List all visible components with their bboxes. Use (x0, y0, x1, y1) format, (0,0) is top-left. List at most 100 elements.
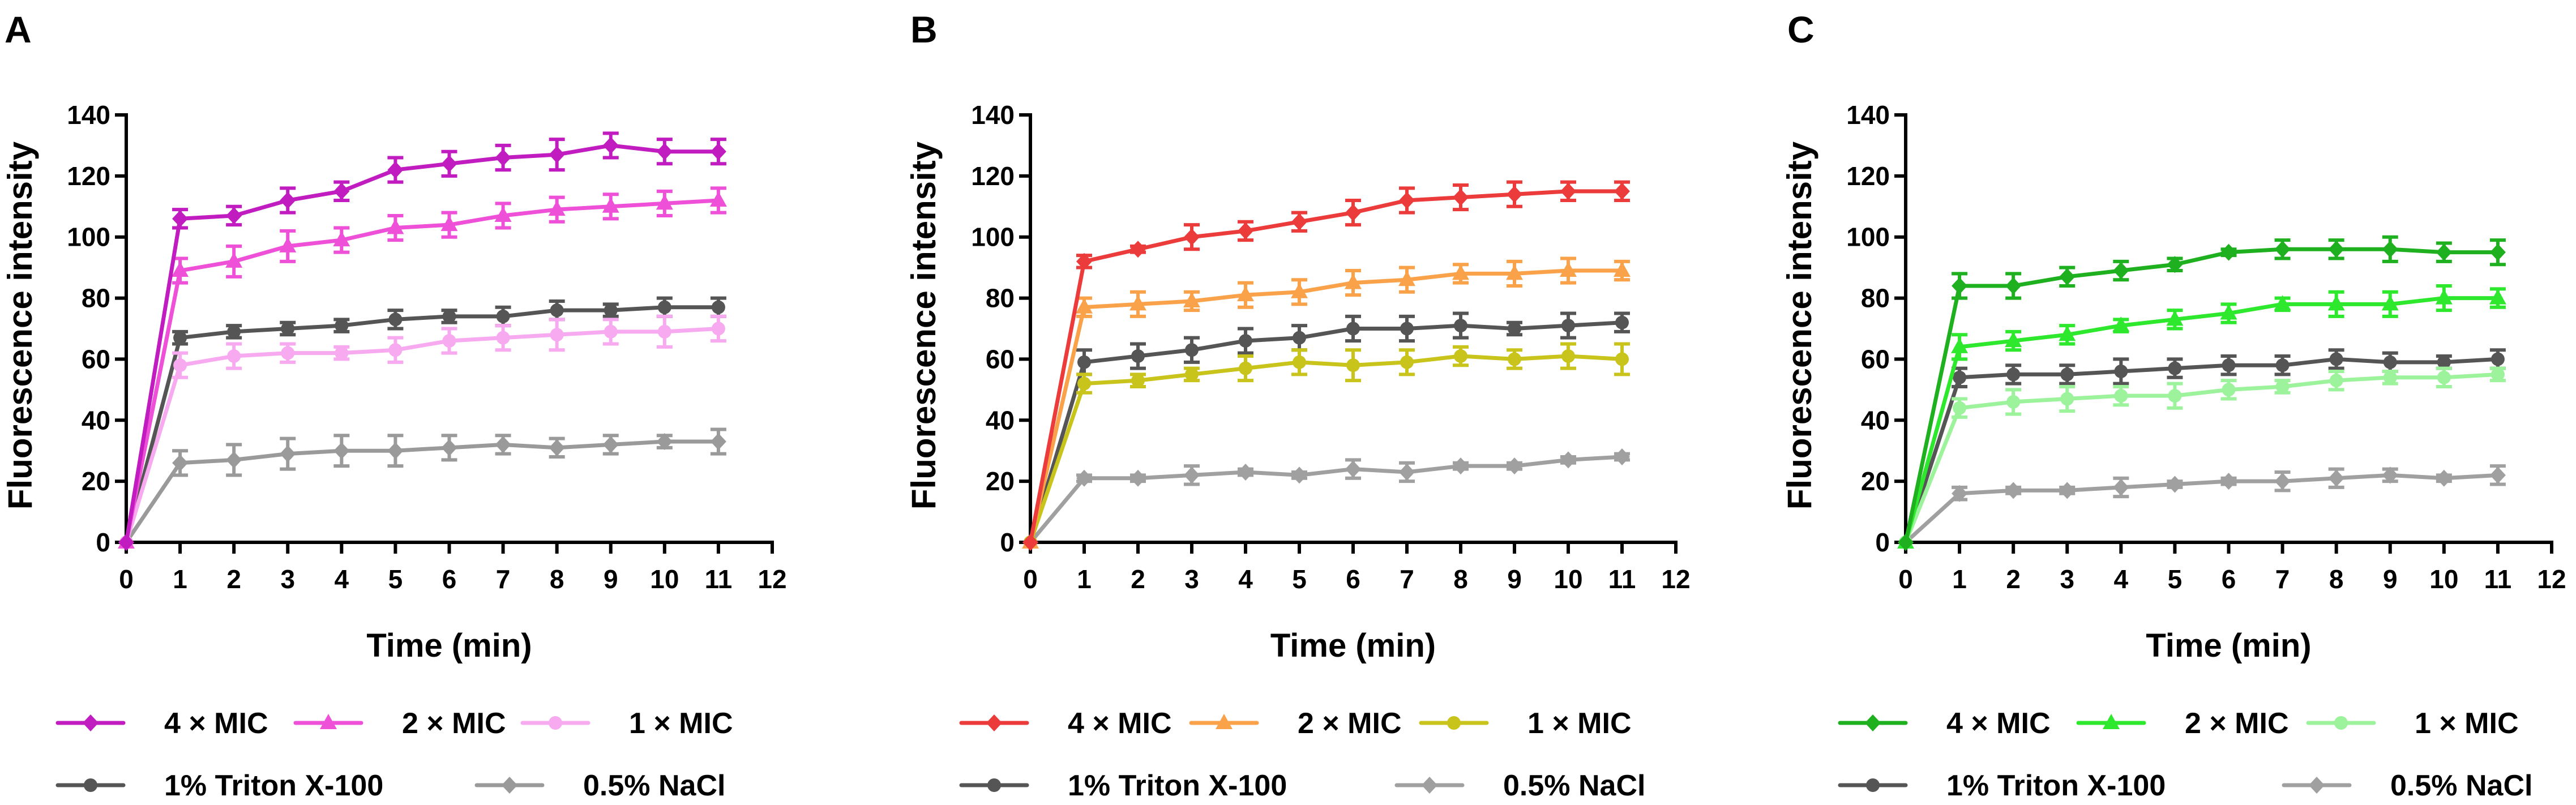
x-tick-label: 9 (2383, 564, 2398, 594)
x-tick-label: 3 (280, 564, 295, 594)
data-point (1077, 376, 1091, 391)
data-point (226, 451, 242, 469)
legend-item: 1% Triton X-100 (55, 769, 383, 802)
data-point (1508, 352, 1521, 366)
legend-item: 2 × MIC (1189, 707, 1402, 740)
data-point (1345, 204, 1361, 221)
y-tick-label: 40 (1861, 405, 1890, 435)
x-tick-label: 6 (1346, 564, 1360, 594)
x-tick-label: 4 (2114, 564, 2129, 594)
x-tick-label: 2 (2006, 564, 2021, 594)
data-point (387, 219, 404, 234)
legend-label: 1 × MIC (1527, 707, 1632, 740)
data-point (1130, 469, 1146, 487)
data-point (1952, 277, 1968, 294)
x-tick-label: 12 (2537, 564, 2566, 594)
x-tick-label: 1 (1952, 564, 1967, 594)
data-point (2113, 478, 2129, 496)
legend-label: 1 × MIC (629, 707, 733, 740)
data-point (2113, 262, 2129, 280)
x-tick-label: 10 (650, 564, 679, 594)
legend-marker (2334, 716, 2348, 730)
data-point (2436, 469, 2452, 487)
legend-item: 1% Triton X-100 (959, 769, 1287, 802)
data-point (279, 237, 297, 252)
x-tick-label: 5 (388, 564, 403, 594)
data-point (2489, 243, 2506, 261)
data-point (440, 216, 458, 232)
data-point (2059, 326, 2076, 341)
data-point (1345, 273, 1362, 289)
legend: 4 × MIC 2 × MIC 1 × MIC 1% Triton X-100 0.5%… (1838, 707, 2532, 802)
x-tick-label: 0 (1898, 564, 1913, 594)
series-4 (1022, 448, 1630, 551)
legend-label: 4 × MIC (1068, 707, 1172, 740)
x-tick-label: 8 (550, 564, 564, 594)
data-point (657, 324, 671, 339)
data-point (604, 303, 618, 318)
data-point (2168, 361, 2182, 375)
data-point (1399, 463, 1415, 481)
data-point (2060, 392, 2074, 406)
legend: 4 × MIC 2 × MIC 1 × MIC 1% Triton X-100 0.5%… (959, 707, 1645, 802)
legend-marker (83, 714, 99, 731)
data-point (1561, 349, 1575, 363)
data-point (333, 231, 350, 247)
x-tick-label: 10 (1554, 564, 1582, 594)
legend-item: 0.5% NaCl (474, 769, 725, 802)
data-point (1951, 337, 1969, 353)
panel-label: C (1787, 8, 1815, 50)
legend-label: 0.5% NaCl (583, 769, 725, 802)
data-point (2329, 374, 2343, 388)
data-point (2005, 277, 2022, 294)
data-point (1291, 213, 1307, 230)
data-point (335, 346, 349, 360)
y-tick-label: 120 (67, 161, 110, 191)
data-point (1077, 355, 1091, 369)
x-tick-label: 5 (1292, 564, 1307, 594)
data-point (173, 358, 187, 372)
data-point (2167, 476, 2183, 493)
data-point (2491, 367, 2505, 382)
x-tick-label: 2 (1131, 564, 1145, 594)
series-4 (1898, 464, 2506, 551)
x-tick-label: 6 (442, 564, 457, 594)
legend-label: 4 × MIC (164, 707, 268, 740)
x-tick-label: 2 (226, 564, 241, 594)
series-0 (1898, 235, 2506, 551)
series-2 (1024, 342, 1630, 549)
legend-item: 1% Triton X-100 (1838, 769, 2166, 802)
x-tick-label: 10 (2429, 564, 2458, 594)
data-point (2005, 332, 2022, 348)
data-point (549, 439, 565, 456)
y-axis-title: Fluorescence intensity (1781, 141, 1818, 509)
data-point (1185, 343, 1199, 357)
data-point (2381, 295, 2399, 311)
data-point (2274, 473, 2291, 490)
legend-marker (1865, 714, 1881, 731)
legend-marker (2309, 777, 2325, 794)
y-tick-label: 140 (1846, 100, 1890, 130)
data-point (2060, 367, 2074, 382)
data-point (1399, 192, 1415, 209)
y-tick-label: 80 (1861, 284, 1890, 313)
series-line (1903, 473, 2500, 545)
data-point (2437, 370, 2451, 384)
data-point (1184, 466, 1200, 484)
data-point (495, 149, 511, 166)
panel-label: B (910, 8, 938, 50)
x-tick-label: 1 (1077, 564, 1092, 594)
legend-marker (1866, 778, 1880, 792)
data-point (1561, 319, 1575, 333)
y-tick-label: 0 (96, 528, 110, 557)
legend-marker (549, 716, 562, 730)
series-3 (119, 296, 726, 549)
series-line (1028, 354, 1624, 545)
data-point (1184, 228, 1200, 246)
x-tick-label: 6 (2222, 564, 2236, 594)
data-point (280, 192, 296, 209)
data-point (388, 343, 403, 357)
data-point (1076, 469, 1092, 487)
legend-marker (502, 777, 517, 794)
